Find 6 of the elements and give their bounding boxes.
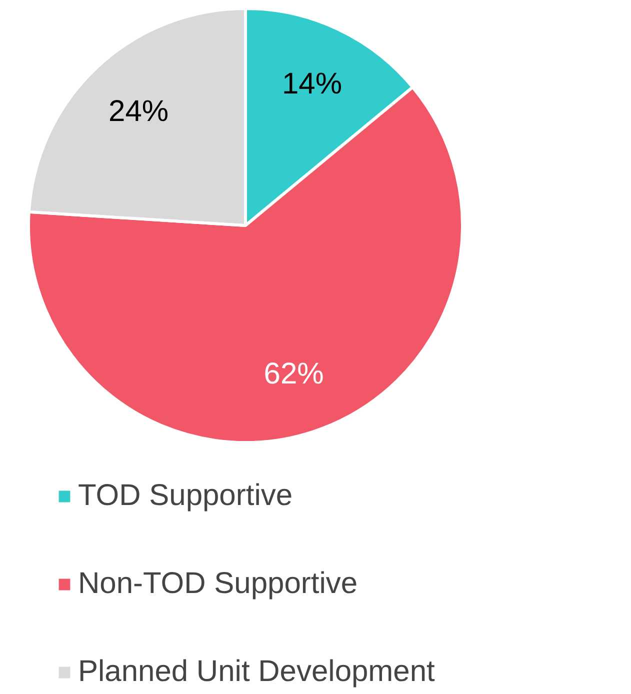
data-label: 62% — [264, 358, 324, 391]
legend-label: Planned Unit Development — [78, 655, 435, 689]
legend-label: Non-TOD Supportive — [78, 567, 358, 601]
legend-label: TOD Supportive — [78, 479, 293, 513]
data-label: 14% — [282, 68, 342, 101]
data-label: 24% — [108, 95, 169, 128]
